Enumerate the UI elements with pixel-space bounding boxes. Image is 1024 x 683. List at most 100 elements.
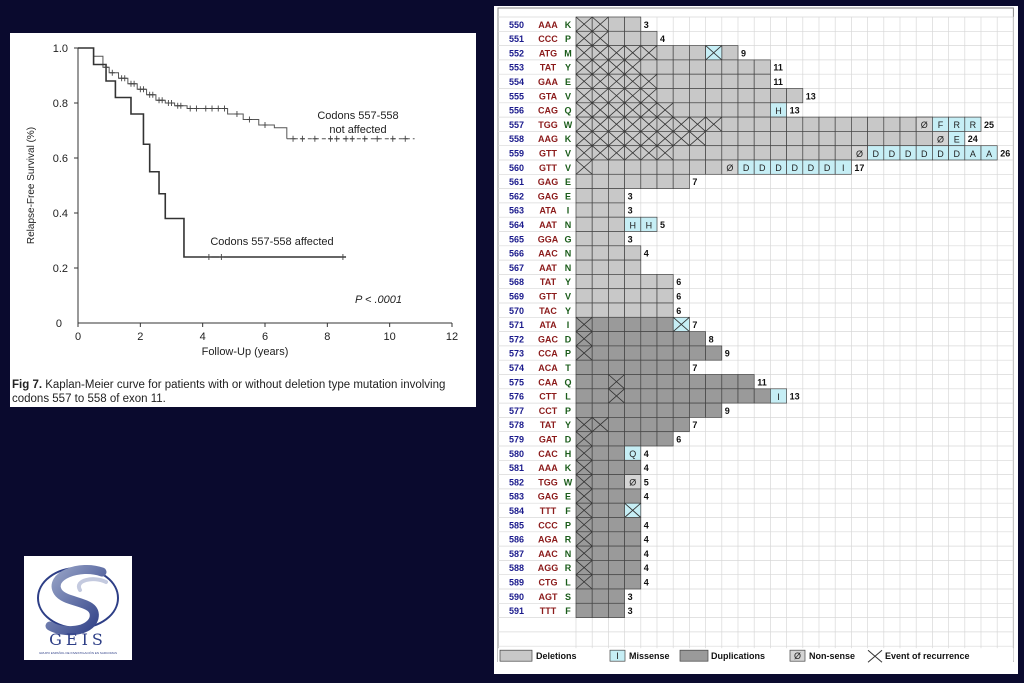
codon-triplet: TAT <box>540 420 557 430</box>
recurrence-cross <box>591 116 609 132</box>
deletion-cell <box>899 131 917 147</box>
duplication-cell <box>608 345 625 361</box>
recurrence-cross <box>575 531 593 547</box>
codon-triplet: TTT <box>540 506 557 516</box>
recurrence-cross <box>608 131 625 146</box>
recurrence-cross <box>591 45 609 61</box>
codon-triplet: TAT <box>540 277 557 287</box>
deletion-cell <box>753 59 771 75</box>
deletion-cell <box>624 288 642 304</box>
patient-count: 7 <box>692 363 697 373</box>
duplication-cell <box>608 588 625 604</box>
recurrence-cross <box>591 417 609 432</box>
duplication-cell <box>640 316 658 332</box>
legend-label-deletion: Deletions <box>536 651 577 661</box>
deletion-cell <box>591 274 609 290</box>
deletion-cell <box>575 173 593 189</box>
deletion-cell <box>624 274 642 290</box>
duplication-cell <box>656 345 674 361</box>
deletion-cell <box>608 216 625 232</box>
censor-mark <box>178 102 184 109</box>
recurrence-cross <box>575 460 593 475</box>
patient-count: 6 <box>676 277 681 287</box>
codon-triplet: AAG <box>538 134 558 144</box>
codon-triplet: AAA <box>538 463 558 473</box>
cell-symbol: D <box>905 149 912 159</box>
duplication-cell <box>640 374 658 390</box>
patient-count: 26 <box>1000 149 1010 159</box>
deletion-cell <box>753 88 771 104</box>
recurrence-cross <box>624 45 642 61</box>
codon-triplet: AGG <box>538 563 559 573</box>
duplication-cell <box>656 402 674 418</box>
duplication-cell <box>591 388 609 404</box>
duplication-cell <box>608 417 625 433</box>
duplication-cell <box>608 488 625 504</box>
codon-number: 590 <box>509 592 524 602</box>
deletion-cell <box>656 59 674 75</box>
duplication-cell <box>608 560 625 576</box>
deletion-cell <box>672 159 690 175</box>
recurrence-cross <box>591 131 609 146</box>
duplication-cell <box>624 545 642 561</box>
duplication-cell <box>608 602 625 618</box>
deletion-cell <box>591 259 609 275</box>
codon-triplet: TGG <box>538 120 558 130</box>
codon-number: 555 <box>509 91 524 101</box>
duplication-cell <box>624 517 642 533</box>
recurrence-cross <box>624 116 642 132</box>
recurrence-cross <box>705 116 723 132</box>
x-tick-label: 8 <box>324 331 330 343</box>
censor-mark <box>374 135 380 142</box>
deletion-cell <box>737 88 755 104</box>
codon-number: 565 <box>509 234 524 244</box>
codon-number: 572 <box>509 334 524 344</box>
duplication-cell <box>656 316 674 332</box>
codon-number: 578 <box>509 420 524 430</box>
duplication-cell <box>624 345 642 361</box>
codon-triplet: ATA <box>539 206 557 216</box>
codon-number: 587 <box>509 549 524 559</box>
recurrence-cross <box>575 345 593 361</box>
annotation-not-affected-line2: not affected <box>329 124 386 136</box>
duplication-cell <box>591 574 609 590</box>
duplication-cell <box>705 374 723 390</box>
kaplan-meier-panel: 0 2 4 6 8 10 12 0 0.2 0.4 0.6 0.8 1.0 Follow-Up (year… <box>10 33 476 407</box>
recurrence-cross <box>689 131 706 146</box>
y-tick-label: 1.0 <box>53 43 68 55</box>
deletion-cell <box>608 245 625 261</box>
censor-mark <box>103 64 109 71</box>
censor-mark <box>203 105 209 112</box>
deletion-cell <box>689 145 706 161</box>
codon-number: 574 <box>509 363 524 373</box>
codon-triplet: AGA <box>538 535 559 545</box>
deletion-cell <box>737 131 755 147</box>
deletion-cell <box>672 173 690 189</box>
deletion-cell <box>753 116 771 132</box>
duplication-cell <box>753 388 771 404</box>
deletion-cell <box>608 259 625 275</box>
recurrence-cross <box>575 545 593 561</box>
codon-triplet: CAA <box>538 377 558 387</box>
cell-symbol: D <box>791 163 798 173</box>
deletion-cell <box>640 302 658 318</box>
amino-acid: K <box>565 134 572 144</box>
deletion-cell <box>656 88 674 104</box>
duplication-cell <box>689 402 706 418</box>
codon-triplet: GTA <box>539 91 558 101</box>
missense-cell <box>980 145 998 161</box>
codon-number: 564 <box>509 220 524 230</box>
recurrence-cross <box>624 73 642 89</box>
recurrence-cross <box>656 116 674 132</box>
deletion-cell <box>786 88 804 104</box>
patient-count: 13 <box>790 106 800 116</box>
legend-label-missense: Missense <box>629 651 670 661</box>
codon-number: 581 <box>509 463 524 473</box>
deletion-cell <box>883 131 901 147</box>
recurrence-cross <box>656 145 674 161</box>
duplication-cell <box>656 431 674 447</box>
censor-mark <box>246 116 252 123</box>
deletion-cell <box>818 145 836 161</box>
duplication-cell <box>689 345 706 361</box>
amino-acid: H <box>565 449 572 459</box>
